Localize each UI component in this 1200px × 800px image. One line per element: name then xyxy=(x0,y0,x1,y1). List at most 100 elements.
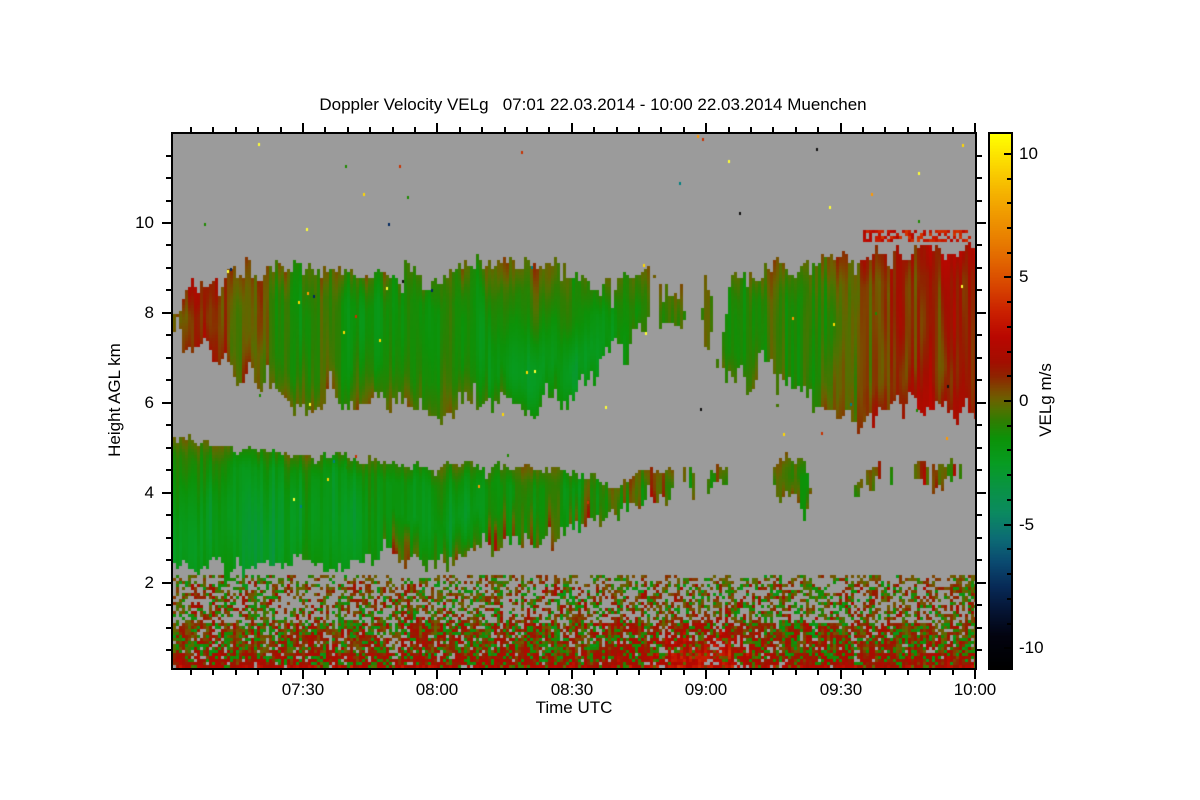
y-axis-major-tick xyxy=(162,222,171,224)
y-axis-minor-tick xyxy=(977,627,982,629)
y-axis-minor-tick xyxy=(977,244,982,246)
x-axis-major-tick xyxy=(840,670,842,679)
x-axis-minor-tick xyxy=(481,670,483,675)
x-axis-major-tick xyxy=(436,123,438,132)
x-axis-minor-tick xyxy=(884,127,886,132)
colorbar-major-tick xyxy=(1004,647,1011,649)
y-axis-major-tick xyxy=(977,492,986,494)
x-axis-minor-tick xyxy=(280,127,282,132)
colorbar-tick-label: 0 xyxy=(1019,391,1029,410)
x-axis-minor-tick xyxy=(190,127,192,132)
x-axis-minor-tick xyxy=(324,670,326,675)
y-axis-major-tick xyxy=(162,492,171,494)
plot-frame xyxy=(171,132,977,670)
x-axis-minor-tick xyxy=(750,670,752,675)
y-axis-minor-tick xyxy=(166,424,171,426)
y-axis-minor-tick xyxy=(977,155,982,157)
colorbar-major-tick xyxy=(1004,524,1011,526)
x-axis-minor-tick xyxy=(593,127,595,132)
colorbar-minor-tick xyxy=(1007,375,1011,377)
y-axis-minor-tick xyxy=(166,469,171,471)
colorbar-tick-label: 5 xyxy=(1019,267,1029,286)
colorbar-gradient xyxy=(990,134,1011,668)
x-axis-major-tick xyxy=(840,123,842,132)
x-axis-minor-tick xyxy=(212,670,214,675)
x-axis-minor-tick xyxy=(862,127,864,132)
colorbar-tick-label: 10 xyxy=(1019,144,1038,163)
x-axis-minor-tick xyxy=(616,670,618,675)
x-axis-minor-tick xyxy=(392,127,394,132)
x-axis-minor-tick xyxy=(907,670,909,675)
y-axis-major-tick xyxy=(162,312,171,314)
y-axis-minor-tick xyxy=(977,289,982,291)
y-axis-minor-tick xyxy=(977,357,982,359)
x-axis-minor-tick xyxy=(728,127,730,132)
y-axis-minor-tick xyxy=(977,267,982,269)
x-axis-minor-tick xyxy=(548,127,550,132)
x-axis-minor-tick xyxy=(526,670,528,675)
x-axis-tick-label: 09:30 xyxy=(819,680,863,699)
y-axis-major-tick xyxy=(162,582,171,584)
colorbar-minor-tick xyxy=(1007,301,1011,303)
x-axis-minor-tick xyxy=(795,127,797,132)
x-axis-minor-tick xyxy=(728,670,730,675)
x-axis-minor-tick xyxy=(369,670,371,675)
x-axis-minor-tick xyxy=(481,127,483,132)
y-axis-minor-tick xyxy=(977,559,982,561)
x-axis-minor-tick xyxy=(817,670,819,675)
x-axis-tick-label: 09:00 xyxy=(684,680,728,699)
y-axis-minor-tick xyxy=(166,559,171,561)
x-axis-major-tick xyxy=(974,670,976,679)
x-axis-tick-label: 07:30 xyxy=(281,680,325,699)
x-axis-major-tick xyxy=(705,123,707,132)
y-axis-minor-tick xyxy=(977,469,982,471)
y-axis-minor-tick xyxy=(166,604,171,606)
x-axis-minor-tick xyxy=(683,670,685,675)
y-axis-minor-tick xyxy=(166,537,171,539)
colorbar-minor-tick xyxy=(1007,449,1011,451)
y-axis-minor-tick xyxy=(166,289,171,291)
x-axis-major-tick xyxy=(436,670,438,679)
x-axis-minor-tick xyxy=(772,670,774,675)
x-axis-minor-tick xyxy=(347,127,349,132)
y-axis-tick-label: 10 xyxy=(135,213,154,232)
x-axis-minor-tick xyxy=(952,127,954,132)
x-axis-minor-tick xyxy=(795,670,797,675)
colorbar-minor-tick xyxy=(1007,227,1011,229)
x-axis-minor-tick xyxy=(660,670,662,675)
x-axis-major-tick xyxy=(974,123,976,132)
x-axis-minor-tick xyxy=(593,670,595,675)
x-axis-minor-tick xyxy=(929,670,931,675)
x-axis-minor-tick xyxy=(212,127,214,132)
y-axis-minor-tick xyxy=(166,514,171,516)
y-axis-major-tick xyxy=(977,222,986,224)
x-axis-tick-label: 10:00 xyxy=(953,680,997,699)
x-axis-minor-tick xyxy=(392,670,394,675)
x-axis-minor-tick xyxy=(347,670,349,675)
x-axis-minor-tick xyxy=(369,127,371,132)
colorbar-minor-tick xyxy=(1007,598,1011,600)
x-axis-major-tick xyxy=(705,670,707,679)
y-axis-minor-tick xyxy=(166,649,171,651)
colorbar-minor-tick xyxy=(1007,499,1011,501)
colorbar-minor-tick xyxy=(1007,623,1011,625)
x-axis-major-tick xyxy=(302,123,304,132)
colorbar-tick-label: -10 xyxy=(1019,638,1044,657)
x-axis-minor-tick xyxy=(324,127,326,132)
colorbar-minor-tick xyxy=(1007,548,1011,550)
y-axis-minor-tick xyxy=(977,514,982,516)
x-axis-minor-tick xyxy=(414,127,416,132)
y-axis-minor-tick xyxy=(977,200,982,202)
colorbar-minor-tick xyxy=(1007,202,1011,204)
y-axis-minor-tick xyxy=(977,649,982,651)
colorbar-tick-label: -5 xyxy=(1019,515,1035,534)
x-axis-minor-tick xyxy=(235,127,237,132)
colorbar-minor-tick xyxy=(1007,573,1011,575)
colorbar-minor-tick xyxy=(1007,474,1011,476)
x-axis-minor-tick xyxy=(929,127,931,132)
y-axis-minor-tick xyxy=(166,177,171,179)
x-axis-minor-tick xyxy=(504,670,506,675)
x-axis-minor-tick xyxy=(548,670,550,675)
x-axis-minor-tick xyxy=(526,127,528,132)
